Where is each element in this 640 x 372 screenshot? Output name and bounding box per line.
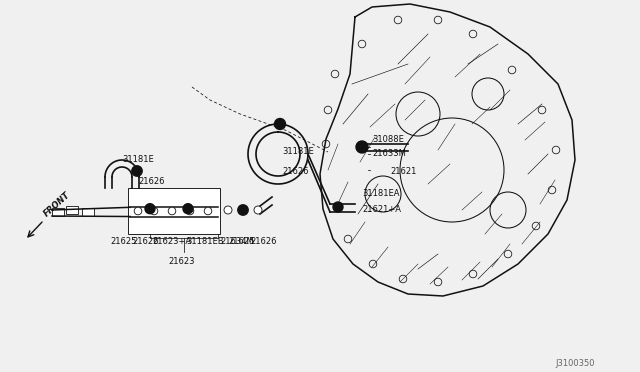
Text: 21626: 21626 — [138, 177, 164, 186]
Text: 21633M: 21633M — [372, 149, 406, 158]
Text: 21621: 21621 — [390, 167, 417, 176]
Circle shape — [134, 207, 142, 215]
Circle shape — [145, 204, 155, 214]
Text: 21623+A: 21623+A — [152, 237, 191, 246]
Circle shape — [183, 204, 193, 214]
Text: 31088E: 31088E — [372, 135, 404, 144]
Bar — [66, 206, 78, 214]
Circle shape — [186, 207, 194, 215]
Text: 31181EA: 31181EA — [362, 189, 399, 198]
Circle shape — [356, 141, 368, 153]
Text: 21626: 21626 — [132, 237, 159, 246]
Text: 31181E: 31181E — [122, 155, 154, 164]
Text: 21626: 21626 — [250, 237, 276, 246]
Text: J3100350: J3100350 — [555, 359, 595, 368]
Circle shape — [204, 207, 212, 215]
Text: 31181EB: 31181EB — [186, 237, 223, 246]
Text: 21634M: 21634M — [220, 237, 253, 246]
Circle shape — [254, 206, 262, 214]
Circle shape — [333, 202, 343, 212]
Circle shape — [168, 207, 176, 215]
Text: 21621+A: 21621+A — [362, 205, 401, 214]
Text: 21625: 21625 — [228, 237, 254, 246]
Text: 21623: 21623 — [168, 257, 195, 266]
Bar — [82, 208, 94, 216]
Text: 21625: 21625 — [110, 237, 136, 246]
Text: 31181E: 31181E — [282, 147, 314, 156]
Bar — [52, 208, 64, 216]
Circle shape — [239, 206, 247, 214]
Circle shape — [275, 119, 285, 129]
Text: 21626: 21626 — [282, 167, 308, 176]
Bar — [128, 188, 220, 234]
Circle shape — [238, 205, 248, 215]
Circle shape — [150, 207, 158, 215]
Circle shape — [132, 166, 142, 176]
Text: FRONT: FRONT — [42, 190, 72, 218]
Circle shape — [224, 206, 232, 214]
